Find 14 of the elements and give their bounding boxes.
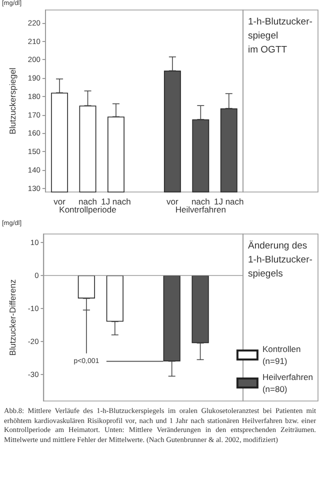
text: Kontrollperiode (59, 204, 117, 214)
y-axis-title: Blutzuckerspiegel (8, 68, 18, 134)
legend-label: Heilverfahren (n=80) (262, 372, 314, 394)
text: 1-h-Blutzucker- spiegel im OGTT (248, 16, 312, 56)
y-axis-title: Blutzucker-Differenz (8, 279, 18, 356)
text: Änderung des 1-h-Blutzucker- spiegels (248, 240, 312, 280)
x-tick-label: vor (166, 196, 179, 206)
x-tick-label: 1J nach (214, 196, 244, 206)
x-tick-label: 1J nach (101, 196, 132, 206)
text: Heilverfahren (175, 204, 226, 214)
x-tick-label: nach (78, 196, 98, 206)
x-tick-label: vor (54, 196, 66, 206)
legend-label: Kontrollen (n=91) (262, 344, 301, 366)
x-tick-label: nach (191, 196, 210, 206)
